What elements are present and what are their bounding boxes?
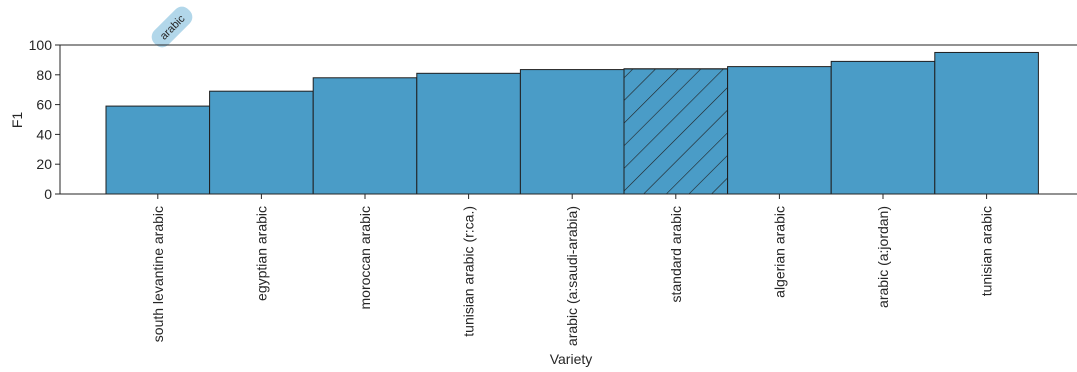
- x-tick-label: egyptian arabic: [253, 206, 269, 301]
- y-tick-label: 40: [36, 126, 52, 142]
- bar: [312, 77, 418, 195]
- bar: [519, 69, 625, 195]
- bar: [934, 51, 1039, 195]
- x-tick-label: standard arabic: [668, 206, 684, 303]
- x-tick-label: arabic (a:jordan): [875, 206, 891, 308]
- bar: [209, 90, 314, 195]
- x-tick-label: arabic (a:saudi-arabia): [564, 206, 580, 346]
- x-tick-label: south levantine arabic: [150, 206, 166, 342]
- y-axis-label: F1: [9, 112, 25, 129]
- y-tick-label: 80: [36, 67, 52, 83]
- x-tick-label: moroccan arabic: [357, 206, 373, 310]
- x-tick-label: tunisian arabic (r:ca.): [461, 206, 477, 337]
- bar: [830, 60, 936, 195]
- y-tick-label: 100: [29, 37, 53, 53]
- bar: [416, 72, 521, 195]
- y-tick-label: 20: [36, 156, 52, 172]
- bar: [105, 105, 211, 195]
- bar-hatch-overlay: [623, 68, 729, 195]
- x-axis-label: Variety: [550, 351, 593, 367]
- group-badge: arabic: [151, 6, 193, 48]
- x-tick-label: tunisian arabic: [979, 206, 995, 296]
- group-badge-background: [151, 6, 193, 48]
- bar: [727, 66, 832, 195]
- y-tick-label: 0: [44, 186, 52, 202]
- x-tick-label: algerian arabic: [771, 206, 787, 298]
- y-tick-label: 60: [36, 97, 52, 113]
